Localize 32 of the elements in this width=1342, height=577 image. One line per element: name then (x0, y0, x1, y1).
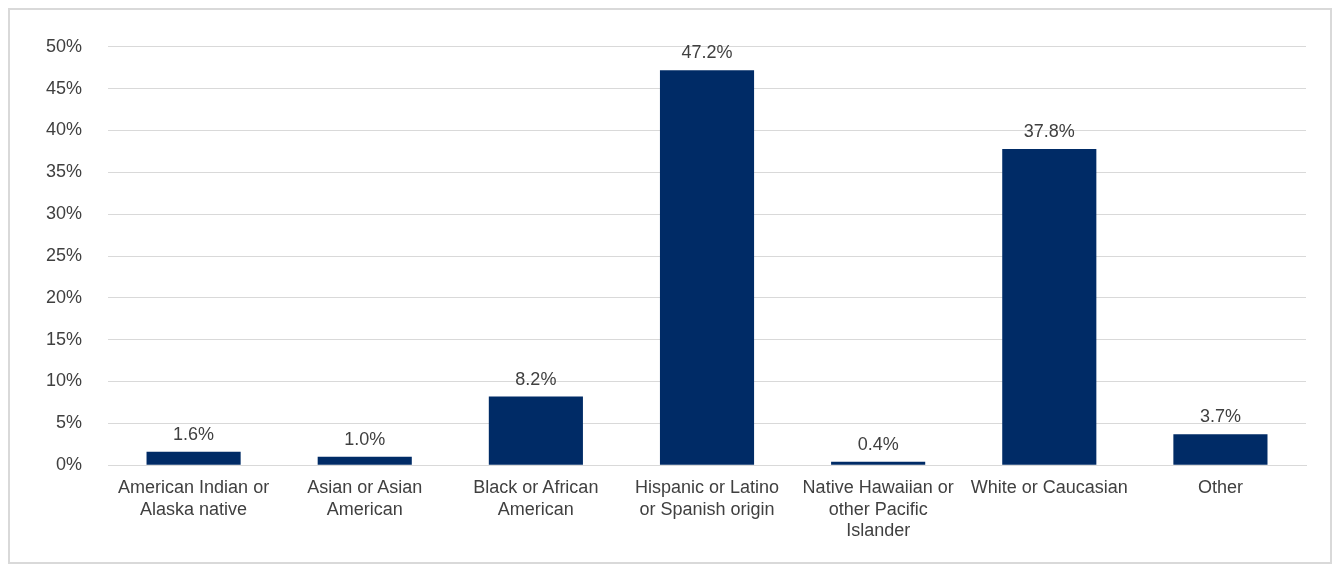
bar (1173, 434, 1268, 465)
bar (488, 396, 583, 465)
bar (831, 461, 926, 465)
x-tick-label: Hispanic or Latino or Spanish origin (634, 476, 780, 519)
data-label: 37.8% (1023, 120, 1075, 141)
bar (659, 70, 755, 465)
x-tick-label: Other (1197, 476, 1243, 497)
y-tick-label: 10% (46, 370, 83, 391)
bar (1002, 148, 1097, 465)
bar (146, 451, 241, 465)
y-tick-label: 20% (46, 286, 83, 307)
y-tick-label: 30% (46, 203, 83, 224)
y-tick-label: 45% (46, 77, 83, 98)
x-tick-label: Native Hawaiian or other Pacific Islander (802, 476, 954, 541)
y-tick-label: 5% (56, 412, 83, 433)
x-tick-label: Asian or Asian American (307, 476, 423, 519)
y-tick-label: 50% (46, 35, 83, 56)
bar (317, 456, 412, 465)
y-tick-label: 25% (46, 244, 83, 265)
y-tick-label: 15% (46, 328, 83, 349)
data-label: 3.7% (1199, 406, 1241, 427)
data-label: 8.2% (515, 368, 557, 389)
y-tick-label: 40% (46, 119, 83, 140)
data-label: 47.2% (681, 42, 733, 63)
x-tick-label: White or Caucasian (970, 476, 1128, 497)
y-tick-label: 35% (46, 161, 83, 182)
data-label: 1.0% (344, 428, 386, 449)
data-label: 1.6% (173, 423, 215, 444)
x-tick-label: American Indian or Alaska native (118, 476, 270, 519)
x-tick-label: Black or African American (473, 476, 599, 519)
y-tick-label: 0% (56, 454, 83, 475)
data-label: 0.4% (857, 433, 899, 454)
